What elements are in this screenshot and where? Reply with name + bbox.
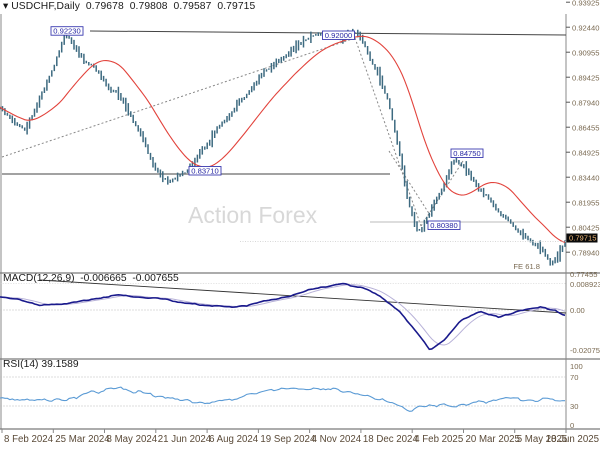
svg-text:20 Mar 2025: 20 Mar 2025 xyxy=(466,434,520,445)
svg-text:18 Dec 2024: 18 Dec 2024 xyxy=(363,434,419,445)
svg-text:4 Nov 2024: 4 Nov 2024 xyxy=(312,434,362,445)
svg-text:25 Mar 2024: 25 Mar 2024 xyxy=(55,434,110,445)
svg-text:18 Jun 2025: 18 Jun 2025 xyxy=(546,434,599,445)
svg-text:8 May 2024: 8 May 2024 xyxy=(107,434,158,445)
svg-text:4 Feb 2025: 4 Feb 2025 xyxy=(414,434,463,445)
svg-text:21 Jun 2024: 21 Jun 2024 xyxy=(158,434,212,445)
svg-text:19 Sep 2024: 19 Sep 2024 xyxy=(260,434,316,445)
svg-text:8 Feb 2024: 8 Feb 2024 xyxy=(4,434,54,445)
svg-text:6 Aug 2024: 6 Aug 2024 xyxy=(209,434,259,445)
